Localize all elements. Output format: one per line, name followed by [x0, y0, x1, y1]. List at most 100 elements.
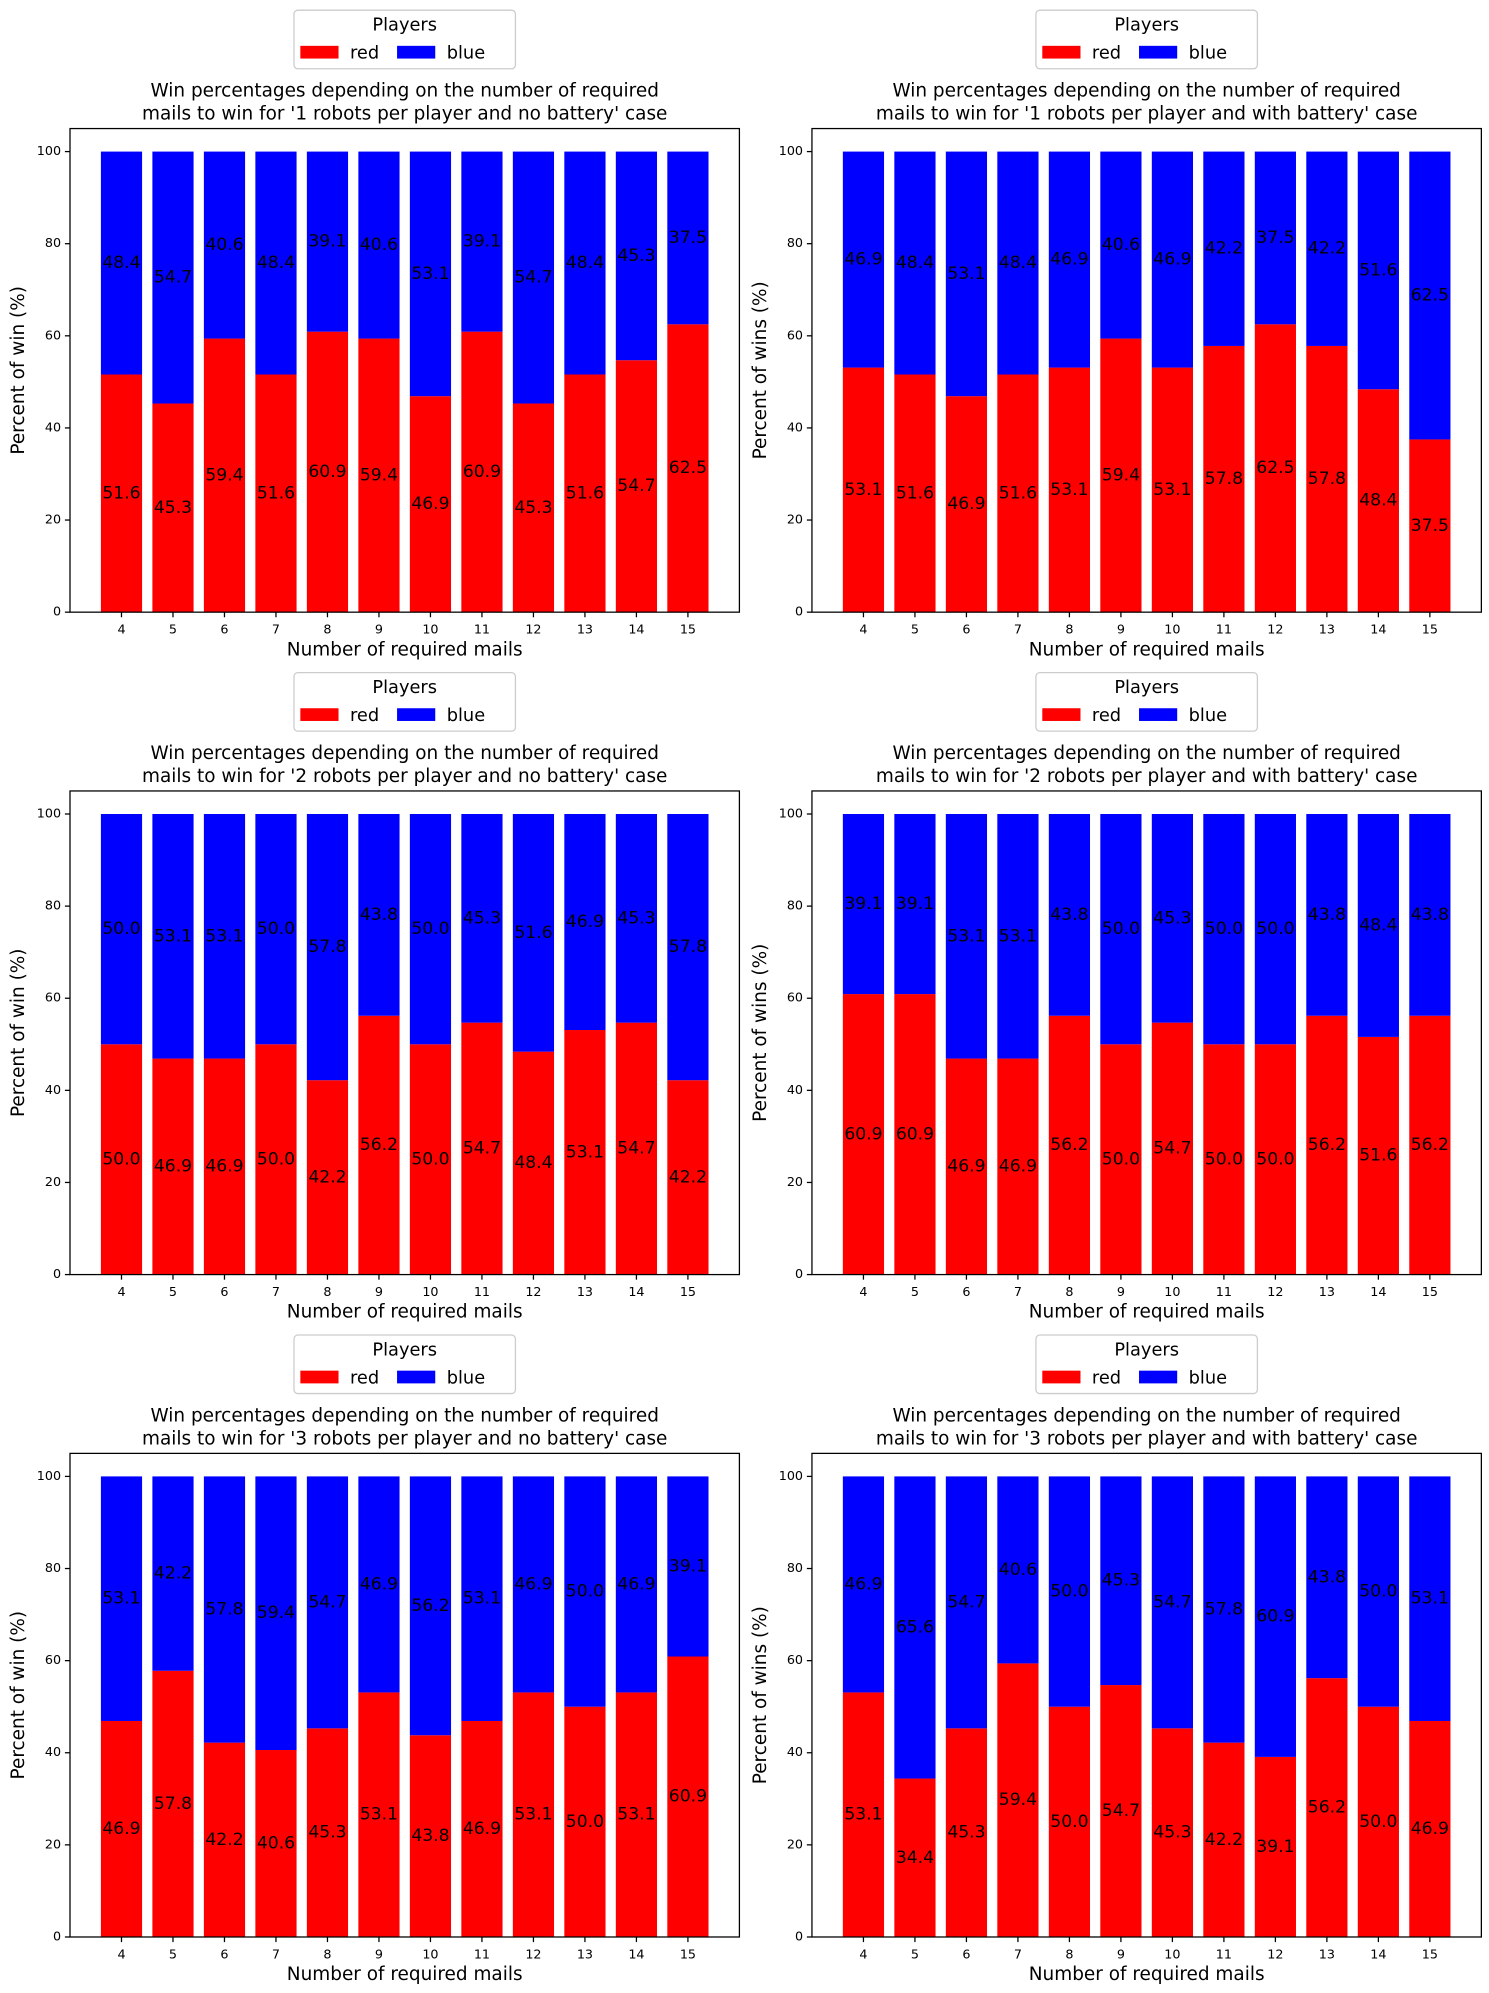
- data-label: 57.8: [154, 1794, 192, 1814]
- data-label: 51.6: [514, 923, 552, 943]
- legend: Players red blue: [293, 671, 517, 732]
- bar: [1254, 1044, 1296, 1275]
- data-label: 50.0: [1359, 1812, 1397, 1832]
- data-label: 60.9: [308, 462, 346, 482]
- x-tick-label: 4: [117, 1284, 125, 1299]
- x-tick-label: 7: [272, 1284, 280, 1299]
- y-tick-label: 100: [37, 1468, 61, 1483]
- plot-frame: [69, 790, 741, 1276]
- legend-swatch: [1139, 1370, 1178, 1384]
- bar: [1151, 813, 1194, 1023]
- y-tick-label: 0: [53, 1266, 61, 1281]
- bar: [1048, 1476, 1091, 1707]
- y-tick-label: 100: [37, 805, 61, 820]
- x-tick-label: 13: [1319, 1284, 1335, 1299]
- y-axis-label: Percent of wins (%): [750, 944, 771, 1122]
- data-label: 54.7: [1102, 1801, 1140, 1821]
- bar: [564, 813, 606, 1031]
- plot-frame: [811, 790, 1483, 1276]
- y-tick-label: 20: [787, 1836, 803, 1851]
- x-tick-label: 10: [1164, 621, 1180, 636]
- data-label: 53.1: [360, 1805, 398, 1825]
- data-label: 56.2: [411, 1596, 449, 1616]
- data-label: 42.2: [1308, 239, 1346, 259]
- legend: Players red blue: [1035, 1334, 1259, 1395]
- legend-frame: [1035, 9, 1259, 70]
- bar: [842, 367, 885, 613]
- x-tick-label: 11: [474, 621, 490, 636]
- legend-label: red: [1092, 42, 1121, 63]
- data-label: 45.3: [154, 498, 192, 518]
- data-label: 60.9: [669, 1787, 707, 1807]
- data-label: 53.1: [617, 1805, 655, 1825]
- bar: [203, 338, 246, 613]
- legend: Players red blue: [1035, 671, 1259, 732]
- bar: [1048, 367, 1091, 613]
- bar: [255, 151, 297, 375]
- data-label: 39.1: [669, 1556, 707, 1576]
- x-tick-label: 4: [117, 1946, 125, 1961]
- bar: [997, 374, 1039, 613]
- bar: [1357, 1036, 1399, 1275]
- data-label: 56.2: [1050, 1135, 1088, 1155]
- data-label: 43.8: [1308, 1567, 1346, 1587]
- bar: [1357, 813, 1399, 1037]
- x-tick-label: 13: [1319, 621, 1335, 636]
- bar: [894, 151, 936, 375]
- x-tick-label: 12: [1267, 1946, 1283, 1961]
- bar: [842, 813, 885, 995]
- legend-label: red: [1092, 1367, 1121, 1388]
- bar: [1100, 813, 1142, 1045]
- data-label: 45.3: [617, 246, 655, 266]
- x-tick-label: 14: [628, 1946, 644, 1961]
- data-label: 37.5: [669, 228, 707, 248]
- data-label: 45.3: [1153, 908, 1191, 928]
- x-tick-label: 14: [1370, 621, 1386, 636]
- legend: Players red blue: [293, 1334, 517, 1395]
- x-tick-label: 14: [628, 1284, 644, 1299]
- x-tick-label: 15: [1422, 1946, 1438, 1961]
- legend-label: blue: [447, 42, 485, 63]
- x-tick-label: 10: [1164, 1284, 1180, 1299]
- bar: [945, 1058, 988, 1275]
- data-label: 39.1: [896, 894, 934, 914]
- bar: [409, 1044, 452, 1275]
- bar: [564, 1030, 606, 1275]
- data-label: 65.6: [896, 1617, 934, 1637]
- data-label: 37.5: [1411, 516, 1449, 536]
- chart-panel: Players red blue Win percentages depending …: [750, 1334, 1483, 1985]
- chart-title: Win percentages depending on the number …: [150, 743, 658, 764]
- bar: [255, 1044, 297, 1275]
- bar: [997, 813, 1039, 1059]
- bar: [894, 1778, 936, 1937]
- y-tick-label: 60: [45, 327, 61, 342]
- data-label: 46.9: [566, 912, 604, 932]
- data-label: 34.4: [896, 1848, 934, 1868]
- y-tick-label: 60: [45, 1652, 61, 1667]
- data-label: 42.2: [1205, 1830, 1243, 1850]
- data-label: 45.3: [308, 1823, 346, 1843]
- y-tick-label: 40: [787, 1744, 803, 1759]
- bar: [1151, 1476, 1194, 1729]
- x-tick-label: 15: [1422, 1284, 1438, 1299]
- data-label: 50.0: [1102, 919, 1140, 939]
- x-tick-label: 11: [474, 1284, 490, 1299]
- bar: [615, 151, 658, 361]
- legend-swatch: [300, 45, 339, 59]
- bar: [358, 1015, 400, 1275]
- data-label: 46.9: [947, 494, 985, 514]
- legend-swatch: [397, 45, 436, 59]
- x-tick-label: 10: [422, 1284, 438, 1299]
- x-tick-label: 10: [422, 621, 438, 636]
- data-label: 60.9: [463, 462, 501, 482]
- data-label: 50.0: [1256, 1149, 1294, 1169]
- x-tick-label: 11: [1216, 1946, 1232, 1961]
- x-tick-label: 6: [220, 1284, 228, 1299]
- data-label: 48.4: [257, 253, 295, 273]
- legend-title: Players: [1114, 1339, 1179, 1360]
- data-label: 50.0: [566, 1812, 604, 1832]
- bar: [615, 1476, 658, 1693]
- y-axis-label: Percent of wins (%): [750, 1606, 771, 1784]
- data-label: 50.0: [411, 919, 449, 939]
- bar: [1100, 338, 1142, 613]
